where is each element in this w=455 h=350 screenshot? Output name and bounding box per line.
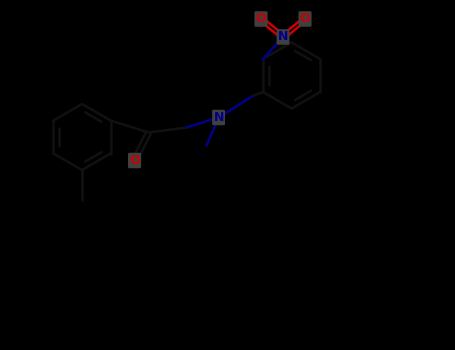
Text: N: N <box>213 111 224 124</box>
Text: O: O <box>300 13 310 26</box>
Text: O: O <box>129 154 140 167</box>
Text: O: O <box>256 13 266 26</box>
Text: N: N <box>278 30 288 43</box>
